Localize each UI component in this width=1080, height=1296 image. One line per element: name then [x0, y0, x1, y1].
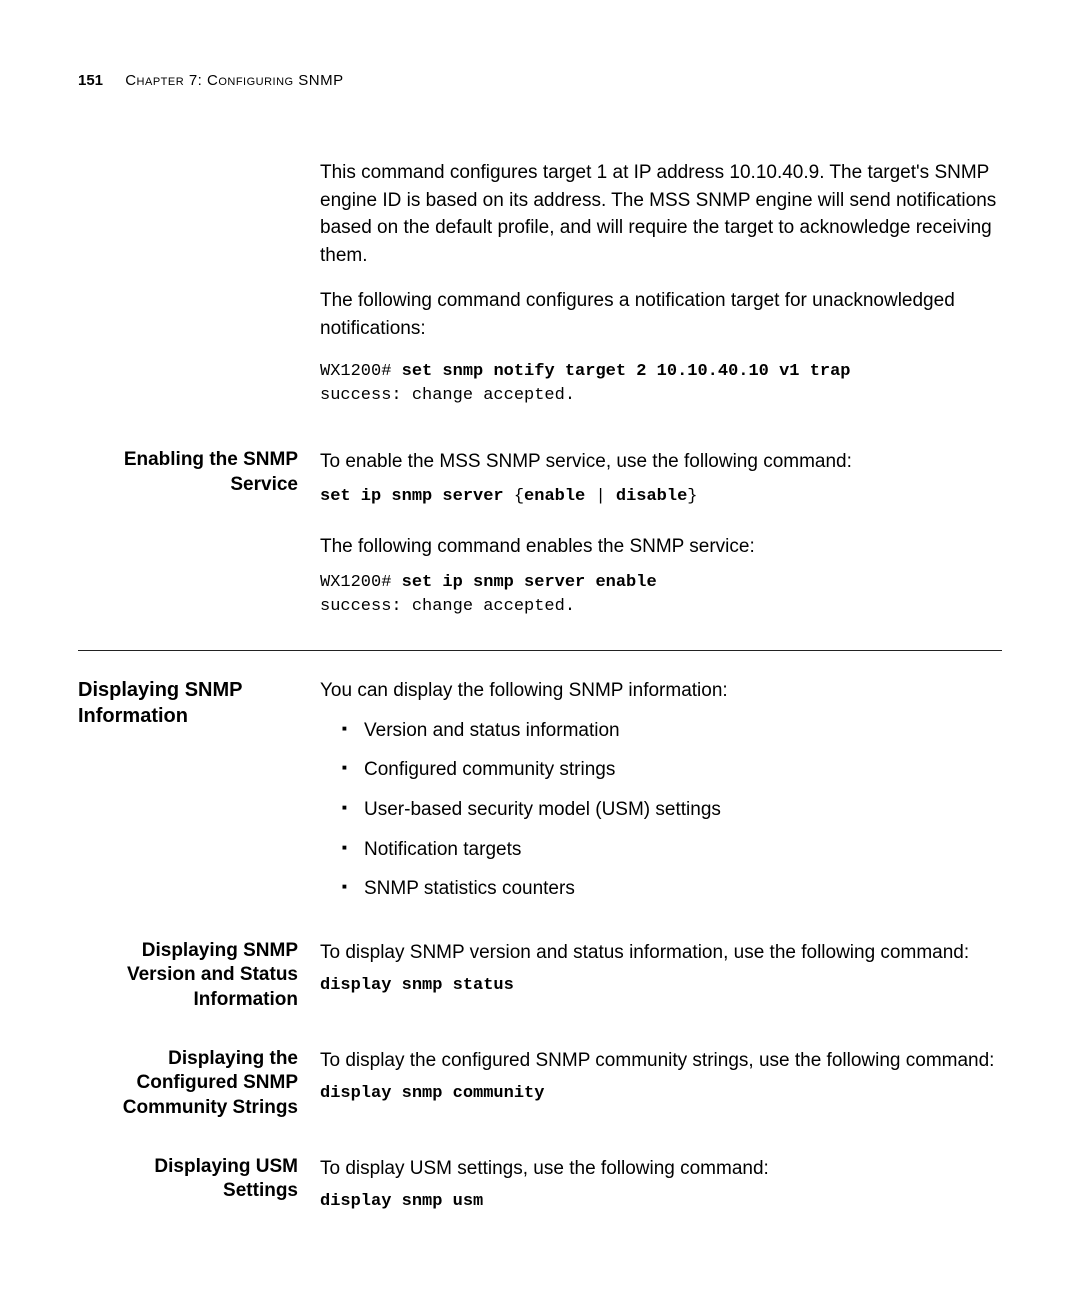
heading-line: Enabling the SNMP [78, 448, 298, 473]
enable-code-example: WX1200# set ip snmp server enable succes… [320, 571, 1002, 619]
heading-line: Information [78, 988, 298, 1013]
heading-line: Version and Status [78, 963, 298, 988]
heading-line: Displaying the [78, 1047, 298, 1072]
display-heading: Displaying SNMP Information [78, 677, 320, 729]
heading-line: Information [78, 703, 278, 729]
list-item: Notification targets [342, 836, 1002, 864]
code-command: set ip snmp server enable [402, 573, 657, 592]
usm-heading: Displaying USM Settings [78, 1155, 320, 1204]
intro-para-1: This command configures target 1 at IP a… [320, 159, 1002, 269]
list-item: SNMP statistics counters [342, 875, 1002, 903]
version-code: display snmp status [320, 974, 1002, 998]
community-para: To display the configured SNMP community… [320, 1047, 1002, 1075]
display-para-1: You can display the following SNMP infor… [320, 677, 1002, 705]
code-command: display snmp community [320, 1084, 544, 1103]
code-prompt: WX1200# [320, 573, 402, 592]
page-header: 151 Chapter 7: Configuring SNMP [78, 72, 1002, 89]
code-command: display snmp usm [320, 1192, 483, 1211]
community-heading: Displaying the Configured SNMP Community… [78, 1047, 320, 1121]
code-text: } [687, 487, 697, 506]
section-divider [78, 650, 1002, 651]
heading-line: Community Strings [78, 1096, 298, 1121]
code-output: success: change accepted. [320, 386, 575, 405]
enable-para-1: To enable the MSS SNMP service, use the … [320, 448, 1002, 476]
enable-para-2: The following command enables the SNMP s… [320, 533, 1002, 561]
heading-line: Service [78, 473, 298, 498]
heading-line: Displaying SNMP [78, 677, 278, 703]
list-item: Version and status information [342, 717, 1002, 745]
code-command: set snmp notify target 2 10.10.40.10 v1 … [402, 362, 851, 381]
community-code: display snmp community [320, 1082, 1002, 1106]
code-command: display snmp status [320, 976, 514, 995]
enable-heading: Enabling the SNMP Service [78, 448, 320, 497]
list-item: Configured community strings [342, 756, 1002, 784]
intro-para-2: The following command configures a notif… [320, 287, 1002, 342]
code-output: success: change accepted. [320, 597, 575, 616]
heading-line: Configured SNMP [78, 1071, 298, 1096]
version-para: To display SNMP version and status infor… [320, 939, 1002, 967]
code-text: { [504, 487, 524, 506]
version-heading: Displaying SNMP Version and Status Infor… [78, 939, 320, 1013]
list-item: User-based security model (USM) settings [342, 796, 1002, 824]
code-keyword: disable [616, 487, 687, 506]
enable-code-syntax: set ip snmp server {enable | disable} [320, 485, 1002, 509]
chapter-label: Chapter 7: Configuring SNMP [125, 72, 343, 89]
usm-para: To display USM settings, use the followi… [320, 1155, 1002, 1183]
heading-line: Displaying SNMP [78, 939, 298, 964]
heading-line: Settings [78, 1179, 298, 1204]
code-prompt: WX1200# [320, 362, 402, 381]
page-number: 151 [78, 72, 103, 89]
display-bullet-list: Version and status information Configure… [320, 717, 1002, 903]
code-command: set ip snmp server [320, 487, 504, 506]
code-text: | [585, 487, 616, 506]
intro-code: WX1200# set snmp notify target 2 10.10.4… [320, 360, 1002, 408]
code-keyword: enable [524, 487, 585, 506]
usm-code: display snmp usm [320, 1190, 1002, 1214]
heading-line: Displaying USM [78, 1155, 298, 1180]
